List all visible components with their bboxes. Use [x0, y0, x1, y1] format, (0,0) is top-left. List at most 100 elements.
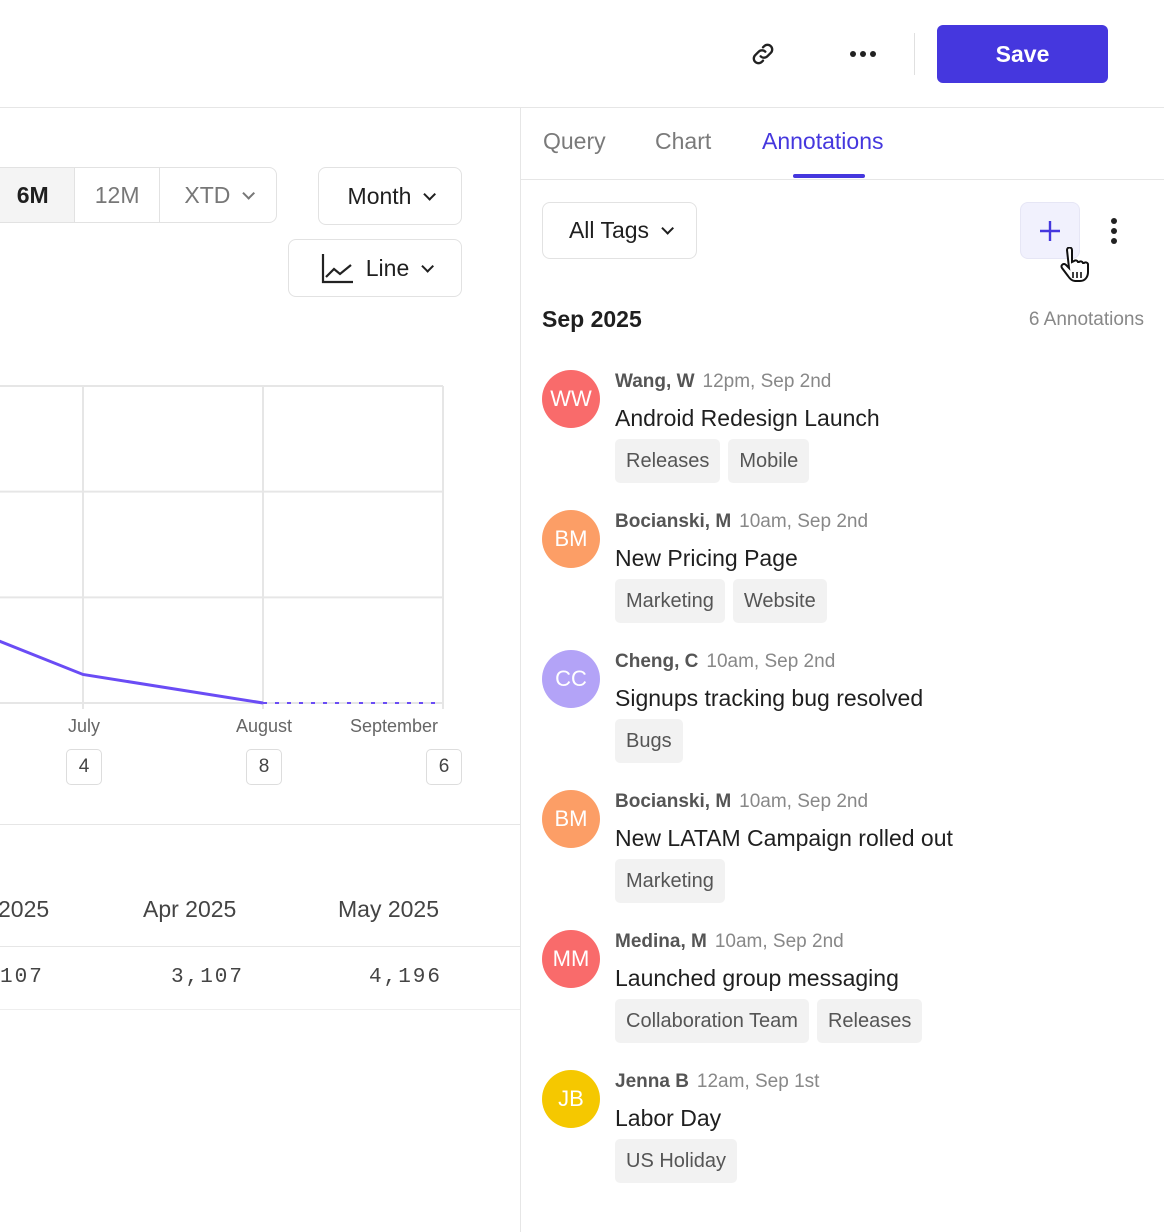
table-header: May 2025 [338, 896, 440, 922]
active-tab-indicator [793, 174, 865, 178]
annotation-item[interactable]: WW Wang, W 12pm, Sep 2nd Android Redesign… [542, 370, 1142, 483]
tag-list: Releases Mobile [615, 439, 1142, 483]
tag[interactable]: Bugs [615, 719, 683, 763]
annotation-meta: Wang, W 12pm, Sep 2nd [615, 370, 1142, 394]
panel-divider [520, 108, 521, 1232]
annotation-item[interactable]: MM Medina, M 10am, Sep 2nd Launched group… [542, 930, 1142, 1043]
avatar: WW [542, 370, 600, 428]
x-tick-label: August [235, 716, 293, 736]
table-cell: 4,196 [369, 966, 443, 989]
avatar: BM [542, 510, 600, 568]
timestamp: 10am, Sep 2nd [714, 931, 844, 952]
timestamp: 10am, Sep 2nd [739, 791, 869, 812]
hand-cursor-icon [1060, 247, 1089, 282]
avatar: JB [542, 1070, 600, 1128]
table-header: 2025 [0, 896, 50, 922]
tab-annotations[interactable]: Annotations [762, 128, 884, 154]
annotation-count-badge[interactable]: 4 [66, 749, 102, 785]
tag-filter-dropdown[interactable]: All Tags [542, 202, 697, 259]
divider [914, 33, 915, 75]
author: Bocianski, M [615, 511, 732, 532]
range-xtd[interactable]: XTD [160, 168, 276, 222]
annotation-title: New LATAM Campaign rolled out [615, 825, 953, 851]
more-vertical-icon[interactable] [1100, 210, 1128, 252]
divider [0, 1009, 520, 1010]
series-line [0, 639, 264, 705]
range-xtd-label: XTD [184, 181, 231, 208]
tag-list: Marketing [615, 859, 1142, 903]
timestamp: 12pm, Sep 2nd [702, 371, 832, 392]
save-button[interactable]: Save [937, 25, 1108, 83]
tag-list: Bugs [615, 719, 1142, 763]
annotation-item[interactable]: CC Cheng, C 10am, Sep 2nd Signups trackin… [542, 650, 1142, 763]
annotation-meta: Medina, M 10am, Sep 2nd [615, 930, 1142, 954]
annotation-item[interactable]: BM Bocianski, M 10am, Sep 2nd New LATAM C… [542, 790, 1142, 903]
tag-list: US Holiday [615, 1139, 1142, 1183]
avatar: MM [542, 930, 600, 988]
tag[interactable]: US Holiday [615, 1139, 738, 1183]
table-cell: 107 [0, 966, 44, 989]
timestamp: 10am, Sep 2nd [706, 651, 836, 672]
more-horizontal-icon[interactable] [843, 34, 883, 74]
tag[interactable]: Marketing [615, 579, 725, 623]
tag-list: Collaboration Team Releases [615, 999, 1142, 1043]
tag[interactable]: Releases [615, 439, 721, 483]
timestamp: 10am, Sep 2nd [739, 511, 869, 532]
x-tick-label: July [67, 716, 101, 736]
annotation-count-badge[interactable]: 6 [426, 749, 462, 785]
range-12m[interactable]: 12M [75, 168, 160, 222]
interval-label: Month [347, 182, 412, 209]
tab-chart[interactable]: Chart [655, 128, 712, 154]
top-bar [0, 0, 1164, 108]
annotation-count-badge[interactable]: 8 [246, 749, 282, 785]
range-6m[interactable]: 6M [0, 168, 76, 222]
avatar: CC [542, 650, 600, 708]
annotation-meta: Jenna B 12am, Sep 1st [615, 1070, 1142, 1094]
avatar: BM [542, 790, 600, 848]
author: Jenna B [615, 1071, 689, 1092]
author: Bocianski, M [615, 791, 732, 812]
divider [0, 824, 520, 825]
divider [0, 946, 520, 947]
annotation-meta: Bocianski, M 10am, Sep 2nd [615, 790, 1142, 814]
tab-bar: Query Chart Annotations [521, 108, 1164, 180]
chevron-down-icon [423, 187, 437, 201]
author: Medina, M [615, 931, 707, 952]
table-cell: 3,107 [171, 966, 245, 989]
chevron-down-icon [421, 259, 435, 273]
chevron-down-icon [661, 222, 675, 235]
x-tick-label: September [350, 716, 439, 736]
annotation-title: Labor Day [615, 1105, 722, 1131]
annotation-item[interactable]: JB Jenna B 12am, Sep 1st Labor Day US Hol… [542, 1070, 1142, 1183]
author: Cheng, C [615, 651, 699, 672]
annotation-item[interactable]: BM Bocianski, M 10am, Sep 2nd New Pricing… [542, 510, 1142, 623]
tag-list: Marketing Website [615, 579, 1142, 623]
tag[interactable]: Website [732, 579, 827, 623]
annotation-title: Launched group messaging [615, 965, 899, 991]
plus-icon [1040, 220, 1060, 241]
table-header: Apr 2025 [143, 896, 237, 922]
tab-query[interactable]: Query [543, 128, 606, 154]
chart-type-label: Line [365, 254, 410, 281]
annotation-list: WW Wang, W 12pm, Sep 2nd Android Redesign… [542, 370, 1142, 1210]
line-chart-icon [321, 254, 353, 284]
group-heading: Sep 2025 [542, 306, 642, 332]
chart-type-dropdown[interactable]: Line [288, 239, 462, 297]
annotation-meta: Cheng, C 10am, Sep 2nd [615, 650, 1142, 674]
annotation-meta: Bocianski, M 10am, Sep 2nd [615, 510, 1142, 534]
line-chart [0, 385, 444, 709]
author: Wang, W [615, 371, 695, 392]
link-icon[interactable] [743, 34, 783, 74]
annotation-title: Android Redesign Launch [615, 405, 880, 431]
annotation-title: Signups tracking bug resolved [615, 685, 924, 711]
chevron-down-icon [242, 186, 256, 200]
interval-dropdown[interactable]: Month [318, 167, 462, 225]
timestamp: 12am, Sep 1st [696, 1071, 820, 1092]
tag[interactable]: Marketing [615, 859, 725, 903]
annotation-title: New Pricing Page [615, 545, 798, 571]
tag[interactable]: Collaboration Team [615, 999, 809, 1043]
annotation-count: 6 Annotations [1028, 309, 1144, 330]
tag[interactable]: Mobile [728, 439, 810, 483]
tag[interactable]: Releases [816, 999, 923, 1043]
tag-filter-label: All Tags [568, 217, 650, 243]
